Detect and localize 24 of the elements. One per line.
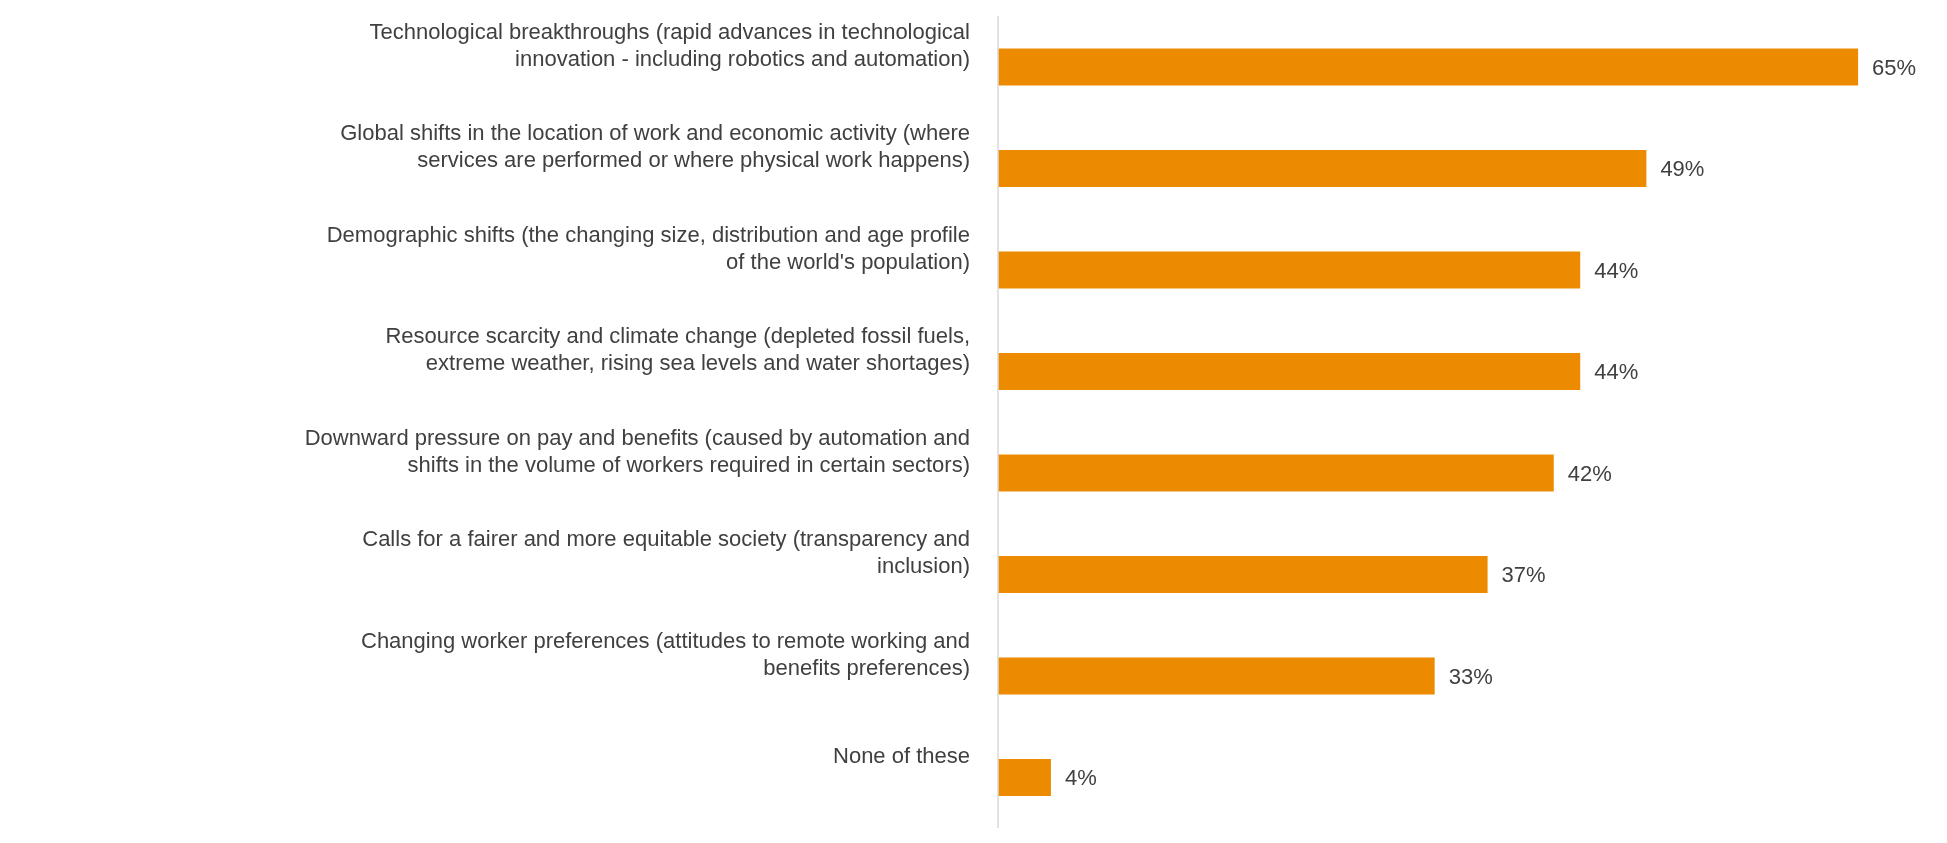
data-label: 42% bbox=[1567, 460, 1612, 486]
bar bbox=[998, 758, 1051, 796]
bar bbox=[998, 555, 1488, 593]
bar bbox=[998, 657, 1435, 695]
data-label: 44% bbox=[1594, 257, 1639, 283]
y-tick-label: None of these bbox=[833, 742, 970, 768]
data-label: 49% bbox=[1660, 156, 1705, 182]
bar bbox=[998, 48, 1859, 86]
bar bbox=[998, 251, 1581, 289]
y-tick-label: Global shifts in the location of work and economic activity (where services are performed or where physical work happens) bbox=[340, 120, 970, 173]
data-label: 65% bbox=[1872, 54, 1917, 80]
data-label: 4% bbox=[1064, 765, 1097, 791]
bar bbox=[998, 352, 1581, 390]
y-tick-label: Downward pressure on pay and benefits (caused by automation and shifts in the volume of workers required in certain sectors) bbox=[304, 424, 970, 477]
y-tick-label: Demographic shifts (the changing size, distribution and age profile of the world's population) bbox=[326, 221, 970, 274]
y-tick-label: Calls for a fairer and more equitable society (transparency and inclusion) bbox=[362, 526, 970, 579]
bar bbox=[998, 149, 1647, 187]
data-label: 37% bbox=[1501, 562, 1546, 588]
bar bbox=[998, 454, 1554, 492]
y-tick-label: Changing worker preferences (attitudes to remote working and benefits preferences) bbox=[361, 627, 970, 680]
y-tick-label: Resource scarcity and climate change (depleted fossil fuels, extreme weather, rising sea levels and water shortages) bbox=[385, 323, 970, 376]
data-label: 33% bbox=[1448, 663, 1493, 689]
y-tick-label: Technological breakthroughs (rapid advances in technological innovation - including robotics and automation) bbox=[369, 18, 970, 71]
data-label: 44% bbox=[1594, 359, 1639, 385]
